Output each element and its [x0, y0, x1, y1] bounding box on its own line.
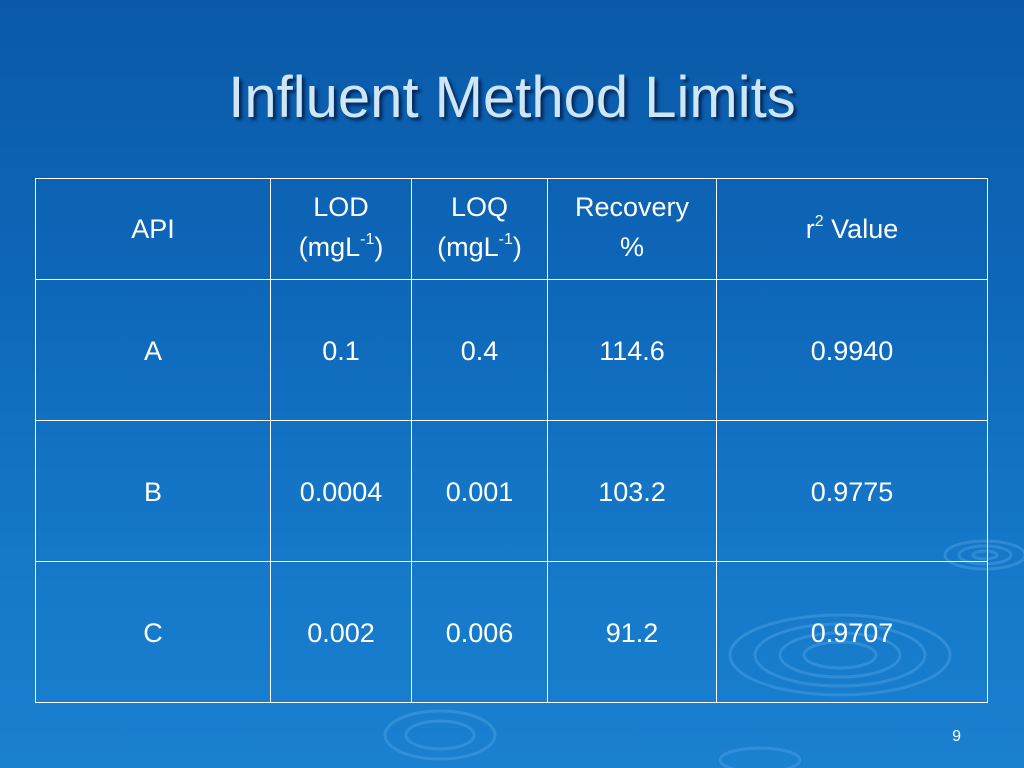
cell-api: A: [35, 279, 271, 421]
cell-r2-value: 0.9940: [810, 336, 894, 366]
cell-lod-value: 0.0004: [299, 477, 383, 507]
header-lod-unit: (mgL-1): [271, 227, 411, 267]
header-r2-exponent: 2: [814, 213, 824, 230]
cell-lod-value: 0.1: [322, 336, 360, 366]
cell-lod: 0.002: [270, 561, 412, 703]
cell-lod-value: 0.002: [307, 618, 375, 648]
lod-unit-exponent: -1: [360, 231, 375, 248]
header-api-label: API: [131, 214, 175, 244]
page-number: 9: [952, 728, 961, 745]
cell-api-value: A: [143, 336, 162, 366]
cell-r2: 0.9940: [716, 279, 988, 421]
cell-api: B: [35, 420, 271, 562]
table-row: B 0.0004 0.001 103.2 0.9775: [35, 420, 988, 562]
header-api: API: [35, 178, 271, 280]
cell-loq-value: 0.4: [460, 336, 499, 366]
loq-unit-base: (mgL: [437, 232, 499, 262]
cell-recovery: 91.2: [547, 561, 717, 703]
cell-loq: 0.006: [411, 561, 548, 703]
loq-unit-close: ): [512, 232, 522, 262]
header-loq: LOQ (mgL-1): [411, 178, 548, 280]
cell-r2: 0.9775: [716, 420, 988, 562]
header-recovery-label: Recovery: [574, 192, 690, 222]
cell-api-value: C: [143, 618, 163, 648]
table-header-row: API LOD (mgL-1) LOQ (mgL-1) Recovery % r…: [35, 178, 988, 280]
cell-r2: 0.9707: [716, 561, 988, 703]
cell-loq-value: 0.001: [445, 477, 514, 507]
lod-unit-base: (mgL: [298, 232, 361, 262]
cell-loq-value: 0.006: [445, 618, 514, 648]
cell-lod: 0.0004: [270, 420, 412, 562]
loq-unit-exponent: -1: [498, 231, 513, 248]
cell-lod: 0.1: [270, 279, 412, 421]
header-loq-unit: (mgL-1): [412, 227, 547, 267]
cell-r2-value: 0.9707: [810, 618, 894, 648]
table-row: A 0.1 0.4 114.6 0.9940: [35, 279, 988, 421]
header-r2-rest: Value: [823, 214, 899, 244]
cell-api: C: [35, 561, 271, 703]
header-loq-label: LOQ: [450, 192, 509, 222]
cell-recovery: 103.2: [547, 420, 717, 562]
header-recovery-unit: %: [619, 232, 644, 262]
table-row: C 0.002 0.006 91.2 0.9707: [35, 561, 988, 703]
cell-recovery: 114.6: [547, 279, 717, 421]
cell-loq: 0.001: [411, 420, 548, 562]
header-r2-base: r: [805, 214, 815, 244]
cell-api-value: B: [143, 477, 162, 507]
header-r2: r2 Value: [716, 178, 988, 280]
header-lod: LOD (mgL-1): [270, 178, 412, 280]
method-limits-table: API LOD (mgL-1) LOQ (mgL-1) Recovery % r…: [35, 178, 988, 703]
cell-recovery-value: 91.2: [605, 618, 659, 648]
cell-loq: 0.4: [411, 279, 548, 421]
cell-recovery-value: 103.2: [598, 477, 666, 507]
lod-unit-close: ): [374, 232, 384, 262]
header-lod-label: LOD: [313, 192, 369, 222]
cell-r2-value: 0.9775: [810, 477, 894, 507]
cell-recovery-value: 114.6: [599, 336, 665, 366]
slide-title: Influent Method Limits: [228, 65, 796, 130]
header-recovery: Recovery %: [547, 178, 717, 280]
